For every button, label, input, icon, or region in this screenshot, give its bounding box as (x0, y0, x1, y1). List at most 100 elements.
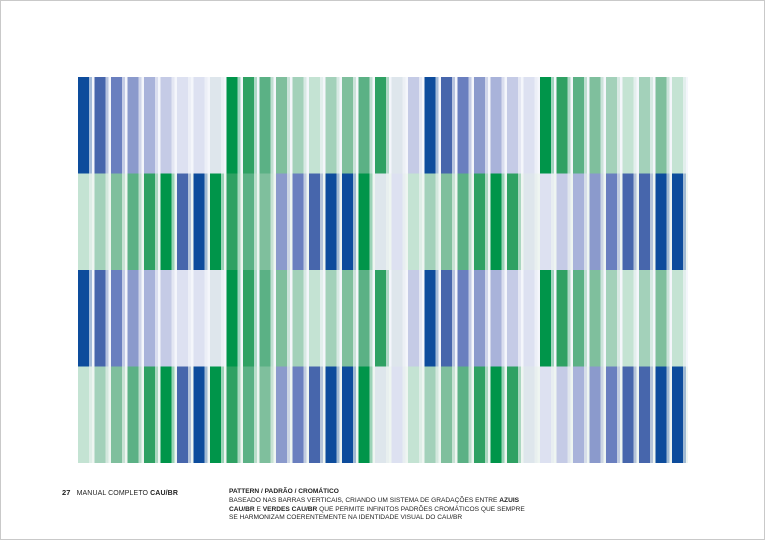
pattern-bar (408, 173, 419, 270)
pattern-bar (210, 77, 221, 174)
pattern-bar (309, 270, 320, 367)
pattern-bar-shade (221, 173, 224, 270)
pattern-bar-shade (287, 270, 290, 367)
pattern-bar (243, 366, 254, 463)
pattern-bar-shade (254, 270, 257, 367)
pattern-bar-shade (138, 77, 142, 174)
pattern-bar (78, 77, 89, 174)
pattern-bar (441, 366, 452, 463)
pattern-bar (655, 77, 667, 174)
pattern-bar (672, 270, 683, 367)
pattern-bar (111, 173, 122, 270)
pattern-bar (556, 270, 568, 367)
pattern-bar (78, 366, 89, 463)
pattern-bar-shade (204, 77, 208, 174)
pattern-bar (424, 270, 436, 367)
pattern-bar (144, 173, 155, 270)
pattern-bar-shade (402, 77, 406, 174)
pattern-bar-shade (122, 366, 125, 463)
pattern-bar (573, 173, 584, 270)
pattern-bar (639, 270, 650, 367)
pattern-bar (639, 173, 650, 270)
pattern-bar-shade (155, 173, 158, 270)
pattern-bar-shade (204, 173, 208, 270)
pattern-bar-shade (468, 173, 472, 270)
pattern-bar (127, 77, 139, 174)
pattern-bar-shade (303, 366, 307, 463)
pattern-bar (606, 270, 617, 367)
pattern-bar-shade (435, 173, 439, 270)
pattern-bar-shade (567, 366, 571, 463)
pattern-bar-shade (369, 270, 373, 367)
pattern-bar (127, 270, 139, 367)
pattern-bar (639, 77, 650, 174)
pattern-bar-shade (270, 366, 274, 463)
pattern-bar (193, 270, 205, 367)
pattern-bar-shade (188, 173, 191, 270)
pattern-bar (441, 77, 452, 174)
pattern-bar-shade (650, 77, 653, 174)
pattern-bar-shade (204, 366, 208, 463)
pattern-bar (424, 77, 436, 174)
pattern-bar (375, 77, 386, 174)
pattern-bar-shade (188, 366, 191, 463)
pattern-bar-shade (617, 366, 620, 463)
pattern-bar-shade (485, 77, 488, 174)
pattern-bar-shade (89, 366, 92, 463)
pattern-bar-shade (567, 77, 571, 174)
pattern-bar (507, 270, 518, 367)
pattern-bar (408, 270, 419, 367)
pattern-bar (655, 366, 667, 463)
pattern-bar-shade (155, 270, 158, 367)
pattern-bar (457, 270, 469, 367)
pattern-bar-shade (171, 270, 175, 367)
pattern-bar (177, 270, 188, 367)
pattern-bar-shade (287, 77, 290, 174)
pattern-bar (111, 77, 122, 174)
pattern-bar-shade (353, 270, 356, 367)
pattern-bar-shade (551, 366, 554, 463)
pattern-bar (408, 366, 419, 463)
pattern-bar (573, 270, 584, 367)
pattern-bar-shade (518, 270, 521, 367)
pattern-bar-shade (155, 77, 158, 174)
pattern-bar-shade (600, 173, 604, 270)
pattern-bar (540, 173, 551, 270)
pattern-bar-shade (89, 77, 92, 174)
pattern-bar-shade (633, 77, 637, 174)
pattern-bar (325, 77, 337, 174)
pattern-bar (622, 173, 634, 270)
pattern-bar-shade (237, 366, 241, 463)
pattern-bar-shade (105, 173, 109, 270)
pattern-bar-shade (435, 77, 439, 174)
pattern-bar-shade (270, 270, 274, 367)
pattern-bar-shade (666, 173, 670, 270)
pattern-bar (276, 173, 287, 270)
footer-description: PATTERN / PADRÃO / CROMÁTICO BASEADO NAS… (229, 488, 529, 523)
pattern-bar-shade (518, 77, 521, 174)
pattern-bar (144, 366, 155, 463)
pattern-bar (375, 366, 386, 463)
pattern-bar (127, 366, 139, 463)
pattern-bar (243, 270, 254, 367)
pattern-bar (507, 77, 518, 174)
pattern-bar (193, 173, 205, 270)
desc-part2: E (254, 505, 263, 513)
pattern-bar (160, 270, 172, 367)
pattern-bar-shade (435, 366, 439, 463)
pattern-bar-shade (171, 173, 175, 270)
pattern-bar-shade (336, 366, 340, 463)
pattern-bar (226, 366, 238, 463)
pattern-bar (309, 173, 320, 270)
desc-part3: QUE PERMITE INFINITOS PADRÕES CROMÁTICOS… (229, 505, 525, 522)
pattern-bar-shade (633, 173, 637, 270)
pattern-bar (474, 270, 485, 367)
pattern-bar-shade (336, 77, 340, 174)
pattern-bar (424, 173, 436, 270)
pattern-bar-shade (353, 77, 356, 174)
brand-label: CAU/BR (150, 490, 178, 497)
pattern-bar-shade (138, 366, 142, 463)
pattern-bar (441, 173, 452, 270)
pattern-bar-shade (551, 173, 554, 270)
pattern-bar-shade (89, 270, 92, 367)
